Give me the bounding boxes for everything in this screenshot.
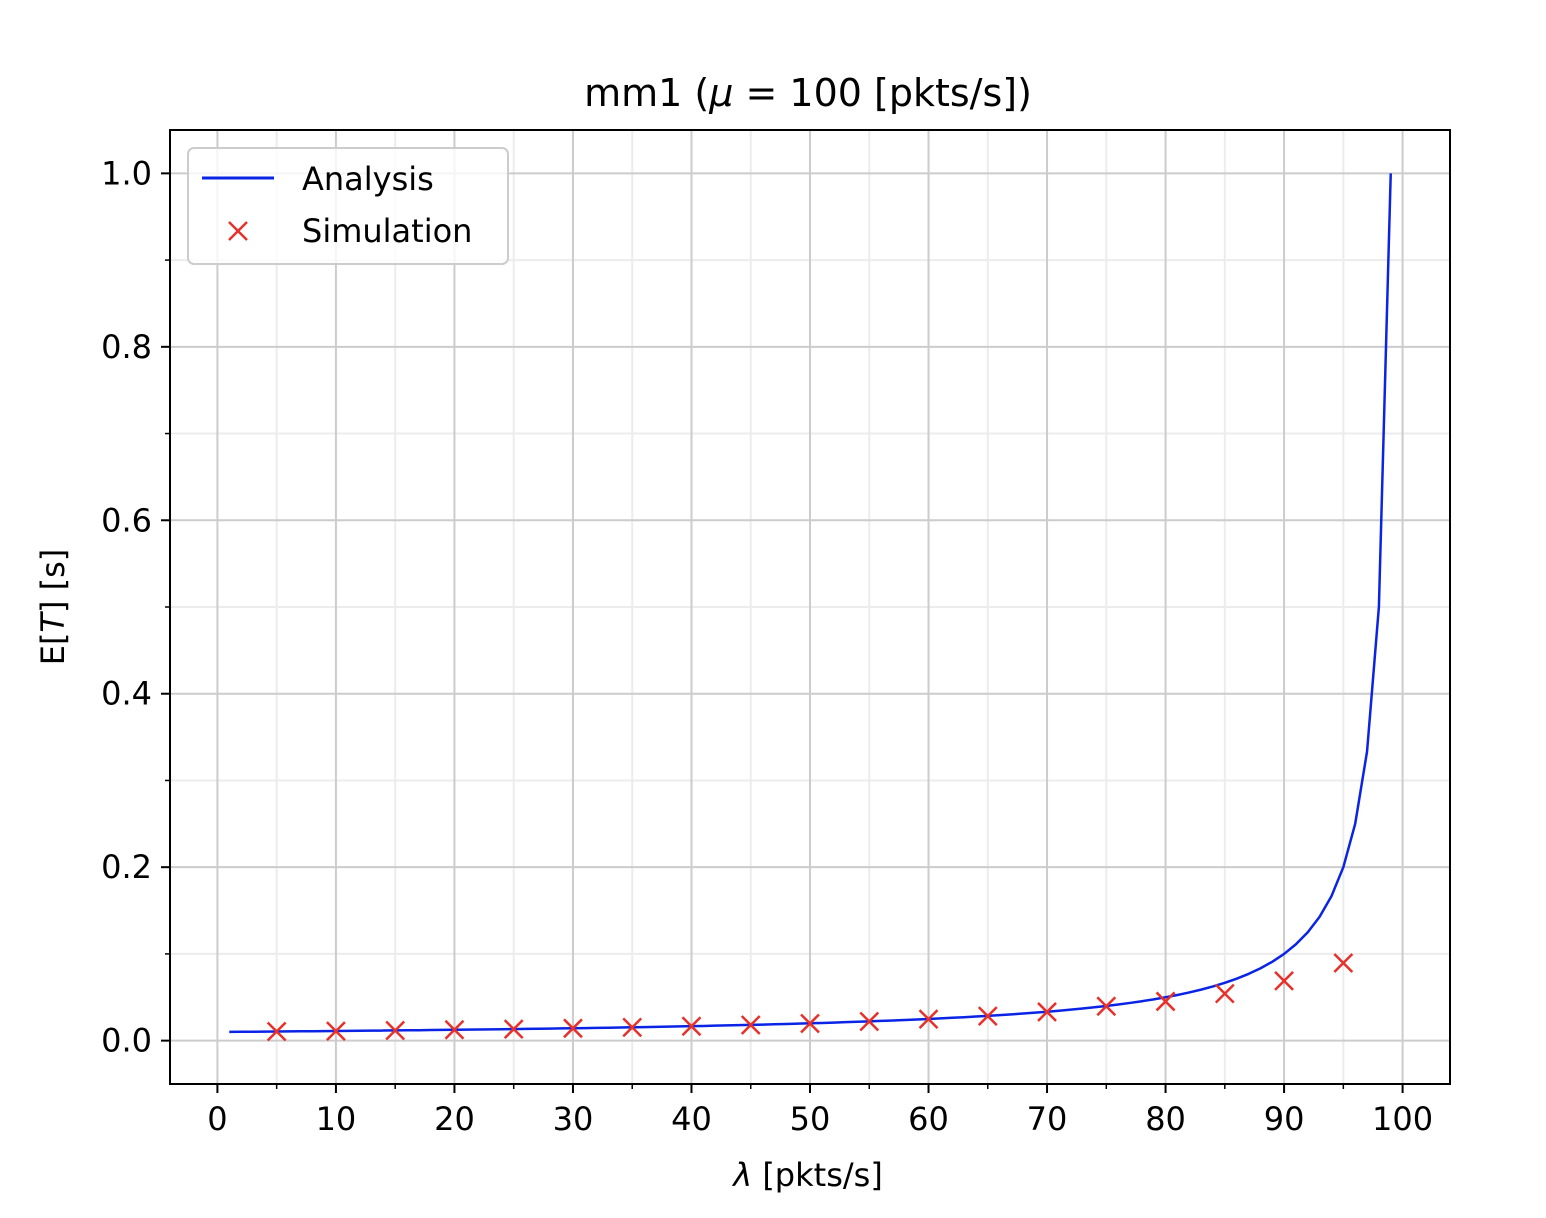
simulation-marker-stroke bbox=[977, 1006, 998, 1026]
major-gridlines bbox=[170, 130, 1450, 1084]
simulation-point bbox=[385, 1020, 406, 1041]
simulation-point bbox=[800, 1013, 820, 1034]
simulation-marker-stroke bbox=[800, 1013, 820, 1034]
simulation-marker-stroke bbox=[385, 1020, 406, 1041]
simulation-marker-stroke bbox=[918, 1009, 939, 1030]
y-tick-label: 1.0 bbox=[101, 154, 152, 192]
simulation-point bbox=[266, 1021, 287, 1042]
simulation-marker-stroke bbox=[1274, 970, 1294, 991]
y-tick-label: 0.4 bbox=[101, 675, 152, 713]
x-tick-label: 20 bbox=[434, 1100, 475, 1138]
simulation-point bbox=[918, 1009, 939, 1030]
simulation-point bbox=[622, 1017, 643, 1038]
simulation-point bbox=[1096, 996, 1117, 1017]
simulation-point bbox=[326, 1021, 346, 1041]
x-tick-label: 80 bbox=[1145, 1100, 1186, 1138]
legend-simulation-label: Simulation bbox=[302, 212, 472, 250]
x-tick-label: 100 bbox=[1372, 1100, 1433, 1138]
simulation-marker-stroke bbox=[1037, 1002, 1057, 1022]
tick-labels: 0 10 20 30 40 50 60 70 80 90 100 0.0 0.2 0.4 0.6 0.8 1.0 bbox=[101, 154, 1433, 1138]
legend-simulation-swatch bbox=[228, 221, 248, 241]
simulation-marker-stroke bbox=[1096, 996, 1117, 1017]
y-tick-label: 0.8 bbox=[101, 328, 152, 366]
y-tick-label: 0.2 bbox=[101, 848, 152, 886]
simulation-marker-stroke bbox=[740, 1015, 761, 1035]
simulation-marker-stroke bbox=[681, 1016, 702, 1037]
y-tick-label: 0.0 bbox=[101, 1022, 152, 1060]
simulation-point bbox=[1274, 970, 1294, 991]
plot-frame bbox=[169, 129, 1451, 1085]
simulation-marker-stroke bbox=[563, 1018, 583, 1039]
simulation-marker-stroke bbox=[622, 1017, 643, 1038]
legend-simulation-marker bbox=[228, 221, 248, 241]
x-tick-label: 40 bbox=[671, 1100, 712, 1138]
simulation-point bbox=[977, 1006, 998, 1026]
simulation-point bbox=[1155, 991, 1176, 1012]
simulation-marker-stroke bbox=[326, 1021, 346, 1041]
simulation-point bbox=[681, 1016, 702, 1037]
simulation-point bbox=[503, 1019, 524, 1039]
simulation-marker-stroke bbox=[1155, 991, 1176, 1012]
chart-title: mm1 (μ = 100 [pkts/s]) bbox=[584, 71, 1032, 115]
simulation-point bbox=[1333, 953, 1354, 973]
simulation-marker-stroke bbox=[228, 221, 248, 241]
x-tick-label: 60 bbox=[908, 1100, 949, 1138]
legend-analysis-label: Analysis bbox=[302, 160, 434, 198]
simulation-marker-stroke bbox=[1333, 953, 1354, 973]
simulation-point bbox=[563, 1018, 583, 1039]
x-tick-label: 50 bbox=[790, 1100, 831, 1138]
y-tick-label: 0.6 bbox=[101, 501, 152, 539]
simulation-point bbox=[740, 1015, 761, 1035]
simulation-marker-stroke bbox=[266, 1021, 287, 1042]
simulation-point bbox=[1037, 1002, 1057, 1022]
x-tick-label: 30 bbox=[553, 1100, 594, 1138]
simulation-marker-stroke bbox=[444, 1019, 465, 1040]
legend: Analysis Simulation bbox=[187, 147, 509, 265]
simulation-point bbox=[444, 1019, 465, 1040]
x-axis-title: λ [pkts/s] bbox=[731, 1156, 883, 1194]
simulation-point bbox=[859, 1011, 880, 1032]
x-tick-label: 10 bbox=[316, 1100, 357, 1138]
simulation-marker-stroke bbox=[1214, 983, 1235, 1004]
simulation-marker-stroke bbox=[503, 1019, 524, 1039]
simulation-point bbox=[1214, 983, 1235, 1004]
series-layer bbox=[229, 173, 1392, 1042]
x-tick-label: 90 bbox=[1264, 1100, 1305, 1138]
x-tick-label: 0 bbox=[207, 1100, 227, 1138]
simulation-marker-stroke bbox=[859, 1011, 880, 1032]
x-tick-label: 70 bbox=[1027, 1100, 1068, 1138]
y-axis-title: E[T] [s] bbox=[34, 549, 72, 666]
